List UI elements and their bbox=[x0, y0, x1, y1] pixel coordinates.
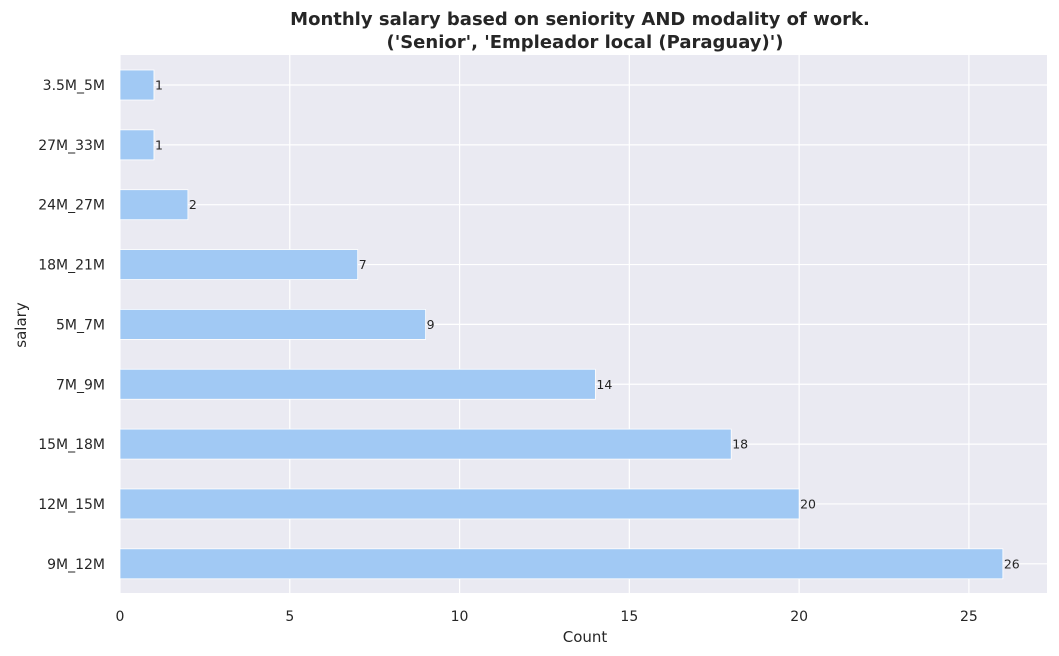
bar-value-label: 1 bbox=[155, 78, 163, 93]
x-tick-labels: 0 5 10 15 20 25 bbox=[116, 609, 978, 625]
bar-5M_7M bbox=[119, 308, 427, 340]
bar-value-label: 20 bbox=[800, 496, 816, 511]
bar-27M_33M bbox=[119, 129, 155, 161]
x-tick-label: 0 bbox=[116, 609, 125, 625]
bar-value-label: 9 bbox=[427, 317, 435, 332]
y-tick-label: 15M_18M bbox=[38, 437, 105, 453]
bar-15M_18M bbox=[119, 428, 732, 460]
y-tick-labels: 3.5M_5M 27M_33M 24M_27M 18M_21M 5M_7M 7M_9M 15… bbox=[38, 78, 105, 573]
bar-7M_9M bbox=[119, 368, 596, 400]
y-tick-label: 27M_33M bbox=[38, 138, 105, 154]
bars bbox=[119, 69, 1004, 580]
chart-title-line-2: ('Senior', 'Empleador local (Paraguay)') bbox=[386, 32, 783, 53]
y-tick-label: 7M_9M bbox=[56, 377, 105, 393]
x-tick-label: 20 bbox=[790, 609, 808, 625]
bar-value-label: 2 bbox=[189, 197, 197, 212]
bar-3.5M_5M bbox=[119, 69, 155, 101]
y-tick-label: 5M_7M bbox=[56, 317, 105, 333]
x-tick-label: 15 bbox=[620, 609, 638, 625]
y-tick-label: 24M_27M bbox=[38, 198, 105, 214]
bar-value-label: 1 bbox=[155, 137, 163, 152]
bar-24M_27M bbox=[119, 189, 189, 221]
bar-18M_21M bbox=[119, 249, 359, 280]
y-tick-label: 18M_21M bbox=[38, 258, 105, 274]
x-axis-label: Count bbox=[563, 628, 608, 646]
x-tick-label: 5 bbox=[285, 609, 294, 625]
bar-12M_15M bbox=[119, 488, 800, 520]
y-tick-label: 9M_12M bbox=[47, 557, 105, 573]
bar-value-labels: 1 1 2 7 9 14 18 20 26 bbox=[155, 78, 1020, 572]
y-tick-label: 12M_15M bbox=[38, 497, 105, 513]
y-axis-label: salary bbox=[12, 302, 30, 348]
x-tick-label: 25 bbox=[960, 609, 978, 625]
bar-value-label: 14 bbox=[596, 377, 612, 392]
y-tick-label: 3.5M_5M bbox=[43, 78, 105, 94]
bar-value-label: 26 bbox=[1004, 556, 1020, 571]
chart-title-line-1: Monthly salary based on seniority AND mo… bbox=[290, 9, 870, 30]
bar-9M_12M bbox=[119, 548, 1004, 580]
x-tick-label: 10 bbox=[451, 609, 469, 625]
bar-value-label: 18 bbox=[732, 437, 748, 452]
bar-value-label: 7 bbox=[359, 257, 367, 272]
